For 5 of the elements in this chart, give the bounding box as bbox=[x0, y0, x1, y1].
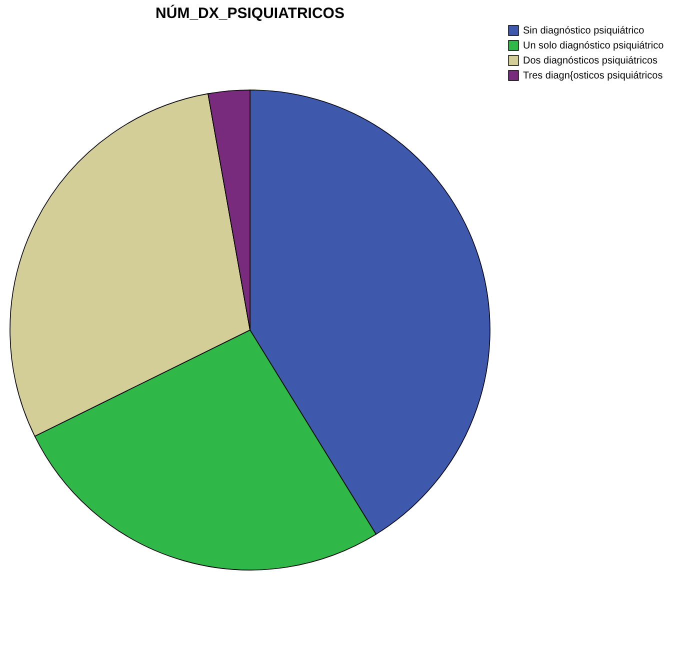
legend-label: Dos diagnósticos psiquiátricos bbox=[523, 56, 658, 66]
legend-label: Sin diagnóstico psiquiátrico bbox=[523, 26, 645, 36]
legend-label: Tres diagn{osticos psiquiátricos bbox=[523, 70, 663, 82]
legend-label: Un solo diagnóstico psiquiátrico bbox=[523, 40, 664, 52]
chart-title: NÚM_DX_PSIQUIATRICOS bbox=[156, 4, 344, 22]
